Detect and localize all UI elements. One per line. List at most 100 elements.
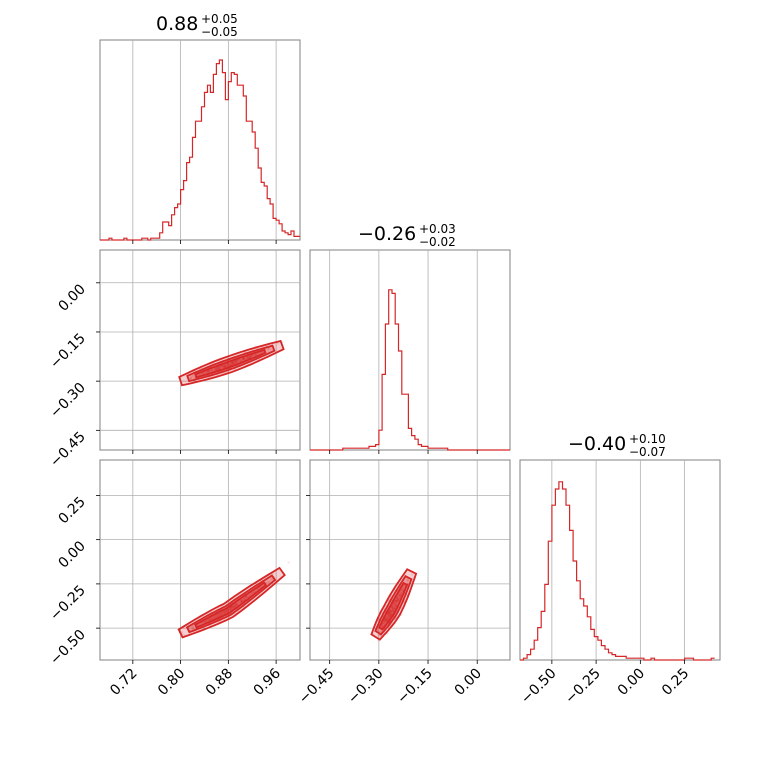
sample-point <box>226 609 229 613</box>
sample-point <box>233 360 236 363</box>
sample-point <box>228 608 232 611</box>
sample-point <box>388 609 392 612</box>
sample-point <box>395 604 398 607</box>
param-3-title-upper: +0.10 <box>629 432 666 446</box>
sample-point <box>390 610 393 614</box>
x-tick-label: 0.96 <box>251 665 284 698</box>
sample-point <box>386 617 390 620</box>
sample-point <box>216 615 219 618</box>
sample-point <box>232 605 235 608</box>
sample-point <box>385 615 388 618</box>
sample-point <box>385 615 389 618</box>
sample-point <box>231 362 235 365</box>
sample-point <box>384 620 388 623</box>
sample-point <box>217 613 220 616</box>
sample-point <box>234 603 237 606</box>
sample-point <box>385 618 389 622</box>
x-tick-label: 0.00 <box>615 666 648 699</box>
sample-point <box>205 619 209 622</box>
sample-point <box>230 363 233 366</box>
sample-point <box>226 363 230 367</box>
sample-point <box>193 376 196 379</box>
sample-point <box>390 610 393 613</box>
histogram-param-3: −0.50 −0.25 0.00 0.25 <box>518 459 721 708</box>
sample-point <box>399 592 402 596</box>
sample-point <box>231 360 234 364</box>
sample-point <box>244 357 247 361</box>
sample-point <box>397 599 400 602</box>
sample-point <box>387 616 390 619</box>
y-tick-label: 0.00 <box>55 538 88 571</box>
sample-point <box>219 367 222 370</box>
sample-point <box>243 596 247 600</box>
sample-point <box>202 371 206 375</box>
sample-point <box>384 619 388 622</box>
sample-point <box>221 365 224 368</box>
sample-point <box>384 618 388 621</box>
sample-point <box>189 377 192 380</box>
sample-point <box>394 599 398 602</box>
sample-point <box>223 363 227 367</box>
sample-point <box>267 581 271 584</box>
sample-point <box>392 602 396 605</box>
sample-point <box>400 590 403 594</box>
sample-point <box>207 370 210 373</box>
sample-point <box>231 606 234 609</box>
sample-point <box>241 599 244 602</box>
sample-point <box>388 611 391 615</box>
sample-point <box>238 358 241 361</box>
sample-point <box>219 613 222 616</box>
sample-point <box>396 598 399 601</box>
param-1-title: 0.88 <box>156 13 198 35</box>
sample-point <box>210 618 213 621</box>
sample-point <box>231 362 234 365</box>
sample-point <box>394 600 398 604</box>
sample-point <box>387 614 390 617</box>
sample-point <box>218 366 221 369</box>
sample-point <box>228 607 231 611</box>
sample-point <box>385 616 388 620</box>
sample-point <box>232 360 236 363</box>
sample-point <box>385 618 388 622</box>
sample-point <box>222 365 226 368</box>
sample-point <box>227 362 230 365</box>
sample-point <box>394 601 397 604</box>
x-tick-label: −0.50 <box>518 666 560 708</box>
sample-point <box>247 356 250 359</box>
sample-point <box>230 606 234 610</box>
sample-point <box>226 608 229 612</box>
sample-point <box>395 599 398 603</box>
sample-point <box>385 618 388 622</box>
sample-point <box>396 600 400 603</box>
sample-point <box>231 361 235 365</box>
sample-point <box>242 357 245 360</box>
sample-point <box>215 367 219 370</box>
y-tick-label: −0.25 <box>47 582 89 624</box>
sample-point <box>232 362 236 365</box>
sample-point <box>394 602 398 606</box>
sample-point <box>392 606 395 610</box>
sample-point <box>230 607 233 611</box>
sample-point <box>385 618 388 621</box>
sample-point <box>216 366 219 369</box>
sample-point <box>223 365 226 368</box>
density-contour-line <box>370 568 418 641</box>
density-contour-fill <box>379 583 408 630</box>
sample-point <box>251 354 255 357</box>
sample-point <box>387 615 391 618</box>
sample-point <box>219 365 222 369</box>
sample-point <box>209 618 213 621</box>
sample-point <box>387 613 390 616</box>
sample-point <box>392 609 395 613</box>
histogram-series <box>100 59 300 241</box>
sample-point <box>250 592 253 596</box>
sample-point <box>390 605 393 609</box>
sample-point <box>215 368 218 371</box>
sample-point <box>399 594 402 597</box>
sample-point <box>234 603 238 606</box>
sample-point <box>377 634 380 637</box>
sample-point <box>220 613 223 616</box>
x-tick-label: 0.80 <box>155 666 188 699</box>
sample-point <box>385 619 389 622</box>
